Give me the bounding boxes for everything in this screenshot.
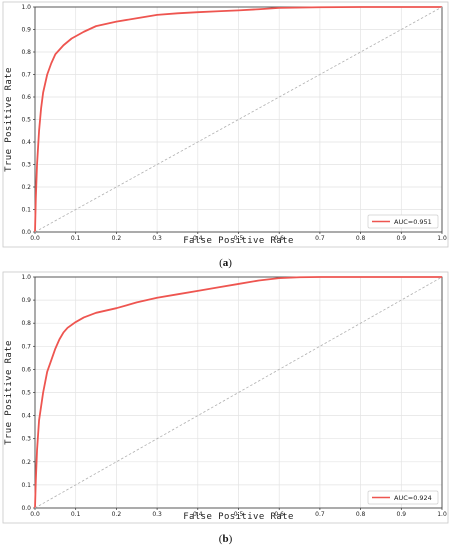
y-axis-label: True Positive Rate xyxy=(4,67,14,172)
x-tick-label: 0.2 xyxy=(112,511,122,518)
y-tick-label: 0.3 xyxy=(21,436,31,443)
x-tick-label: 0.3 xyxy=(152,511,162,518)
caption-letter: b xyxy=(222,533,228,545)
y-tick-label: 0.6 xyxy=(21,366,31,373)
panel-frame xyxy=(2,271,449,524)
x-tick-label: 0.9 xyxy=(397,511,407,518)
x-tick-label: 0.7 xyxy=(315,235,325,242)
x-tick-label: 0.4 xyxy=(193,511,203,518)
y-tick-label: 0.5 xyxy=(21,117,31,124)
x-tick-label: 0.8 xyxy=(356,235,366,242)
y-tick-label: 0.7 xyxy=(21,72,31,79)
y-axis-label: True Positive Rate xyxy=(4,340,14,445)
caption-letter: a xyxy=(223,257,229,269)
roc-panel-a: 0.0 0.1 0.2 0.3 0.4 0.5 0.6 0.7 0.8 0.9 1.0 0.0 0.1 0… xyxy=(2,1,449,269)
diagonal-reference-line xyxy=(34,6,443,233)
x-tick-label: 0.9 xyxy=(397,235,407,242)
legend-box xyxy=(367,214,439,229)
panel-frame xyxy=(2,1,449,248)
x-tick-label: 0.3 xyxy=(152,235,162,242)
caption-close: ) xyxy=(228,257,232,269)
panel-caption: (a) xyxy=(219,257,232,269)
x-tick-label: 1.0 xyxy=(437,511,447,518)
y-tick-label: 0.2 xyxy=(21,459,31,466)
y-tick-label: 0.0 xyxy=(21,505,31,512)
y-tick-label: 0.3 xyxy=(21,162,31,169)
y-tick-label: 0.1 xyxy=(21,482,31,489)
y-tick-label: 0.9 xyxy=(21,27,31,34)
roc-curve-line xyxy=(34,6,442,233)
x-tick-label: 0.8 xyxy=(356,511,366,518)
y-tick-label: 0.2 xyxy=(21,184,31,191)
y-tick-label: 0.4 xyxy=(21,139,31,146)
y-tick-label: 0.4 xyxy=(21,413,31,420)
x-tick-label: 0.7 xyxy=(315,511,325,518)
caption-open: ( xyxy=(219,257,223,269)
x-tick-label: 0.4 xyxy=(193,235,203,242)
caption-open: ( xyxy=(219,533,223,545)
y-tick-label: 0.9 xyxy=(21,297,31,304)
x-tick-label: 0.5 xyxy=(234,235,244,242)
y-tick-label: 0.6 xyxy=(21,94,31,101)
x-tick-label: 0.5 xyxy=(234,511,244,518)
y-tick-label: 0.8 xyxy=(21,320,31,327)
y-tick-label: 0.1 xyxy=(21,207,31,214)
x-tick-label: 0.6 xyxy=(274,235,284,242)
y-tick-label: 0.7 xyxy=(21,343,31,350)
legend: AUC=0.951 xyxy=(367,214,439,229)
x-tick-label: 0.1 xyxy=(71,511,81,518)
x-tick-label: 0.2 xyxy=(112,235,122,242)
x-tick-label: 0.1 xyxy=(71,235,81,242)
y-tick-label: 1.0 xyxy=(21,274,31,281)
x-tick-label: 1.0 xyxy=(437,235,447,242)
legend-label: AUC=0.924 xyxy=(394,494,432,502)
legend-label: AUC=0.951 xyxy=(394,218,432,226)
x-axis-label: False Positive Rate xyxy=(183,512,294,522)
x-tick-label: 0.0 xyxy=(30,235,40,242)
diagonal-reference-line xyxy=(34,276,443,509)
x-tick-label: 0.0 xyxy=(30,511,40,518)
y-tick-label: 0.5 xyxy=(21,390,31,397)
legend-box xyxy=(367,490,439,505)
roc-panel-b: 0.0 0.1 0.2 0.3 0.4 0.5 0.6 0.7 0.8 0.9 1.0 0.0 0.1 0… xyxy=(2,271,449,545)
roc-curve-line xyxy=(34,276,442,509)
y-tick-label: 0.8 xyxy=(21,49,31,56)
legend: AUC=0.924 xyxy=(367,490,439,505)
panel-caption: (b) xyxy=(219,533,233,545)
y-tick-label: 0.0 xyxy=(21,229,31,236)
x-tick-label: 0.6 xyxy=(274,511,284,518)
caption-close: ) xyxy=(229,533,233,545)
x-axis-label: False Positive Rate xyxy=(183,236,294,246)
y-tick-label: 1.0 xyxy=(21,4,31,11)
